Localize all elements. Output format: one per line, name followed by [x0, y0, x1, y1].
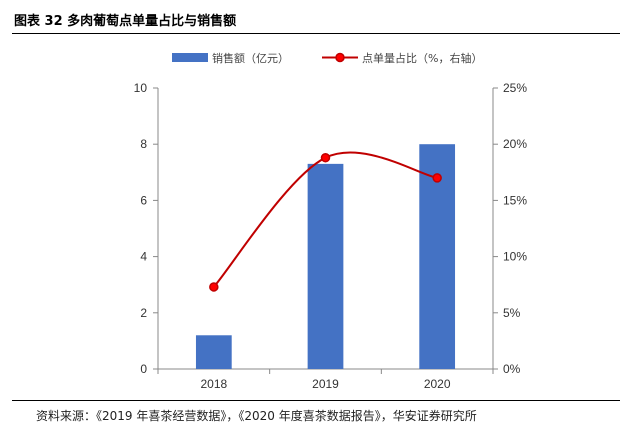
legend-bar-swatch — [172, 53, 208, 62]
chart-title: 图表 32 多肉葡萄点单量占比与销售额 — [14, 14, 237, 29]
combo-chart: 销售额（亿元） 点单量占比（%，右轴） 0 2 4 6 8 10 0% 5% 10% 15% 20%… — [134, 51, 528, 391]
line-series — [209, 151, 442, 292]
point-2019 — [320, 152, 331, 163]
legend-line-marker — [335, 52, 345, 63]
legend: 销售额（亿元） 点单量占比（%，右轴） — [172, 51, 482, 65]
y-left-tick-label: 2 — [140, 306, 147, 320]
y-right-tick-label: 20% — [503, 137, 527, 151]
y-left-tick-label: 8 — [140, 137, 147, 151]
x-tick-label: 2018 — [200, 377, 227, 391]
point-2018 — [209, 282, 219, 292]
legend-bar-label: 销售额（亿元） — [212, 51, 289, 65]
bar-2018 — [195, 335, 232, 369]
y-left-tick-label: 6 — [140, 193, 147, 207]
y-right-tick-label: 10% — [503, 250, 527, 264]
x-tick-label: 2019 — [312, 377, 339, 391]
x-tick-label: 2020 — [424, 377, 451, 391]
y-left-tick-label: 4 — [140, 250, 147, 264]
point-2020 — [432, 173, 442, 183]
y-left-tick-label: 10 — [134, 81, 148, 95]
legend-line-label: 点单量占比（%，右轴） — [362, 51, 482, 65]
y-right-tick-label: 0% — [503, 362, 521, 376]
footer-divider — [12, 400, 620, 401]
y-right-tick-label: 5% — [503, 306, 521, 320]
bar-series — [195, 144, 456, 369]
y-right-tick-label: 15% — [503, 193, 527, 207]
source-note: 资料来源：《2019 年喜茶经营数据》，《2020 年度喜茶数据报告》，华安证券… — [36, 409, 477, 423]
title-divider — [12, 33, 620, 34]
y-right-tick-label: 25% — [503, 81, 527, 95]
bar-2019 — [307, 163, 344, 369]
y-left-tick-label: 0 — [140, 362, 147, 376]
